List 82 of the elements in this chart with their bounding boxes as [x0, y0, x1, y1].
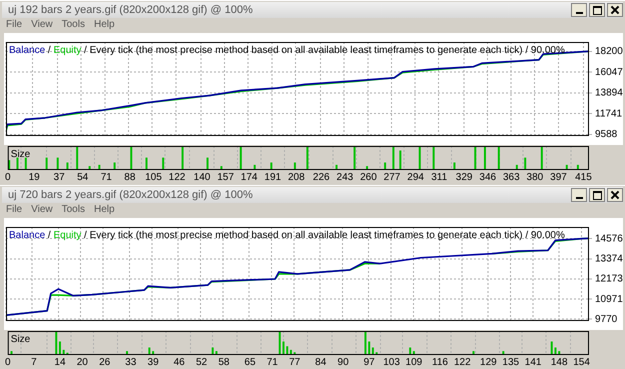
x-tick-label: 0: [5, 356, 11, 368]
x-tick-label: 154: [573, 356, 590, 368]
x-tick-label: 7: [31, 356, 38, 368]
chart-title: Size: [10, 148, 31, 160]
x-tick-label: 415: [575, 172, 592, 183]
x-tick-label: 105: [145, 172, 162, 183]
x-tick-label: 116: [432, 356, 448, 368]
x-tick-label: 90: [338, 356, 350, 368]
x-tick-label: 46: [174, 356, 186, 368]
y-tick-label: 12173: [595, 274, 624, 285]
x-tick-label: 88: [124, 172, 136, 183]
x-tick-label: 97: [364, 356, 376, 368]
x-tick-label: 122: [168, 172, 186, 183]
text: /: [84, 44, 87, 56]
x-tick-label: 135: [502, 356, 520, 368]
x-tick-label: 277: [384, 172, 401, 183]
y-tick-label: 13374: [595, 254, 624, 265]
y-tick-label: 9588: [595, 129, 618, 140]
x-tick-label: 14: [54, 356, 66, 368]
x-tick-label: 71: [100, 172, 112, 183]
text: uj 192 bars 2 years.gif (820x200x128 gif) @ 100%: [8, 4, 254, 16]
text: View: [31, 204, 53, 217]
x-tick-label: 191: [264, 172, 282, 183]
text: View: [31, 19, 53, 32]
x-tick-label: 33: [125, 356, 137, 368]
x-tick-label: 26: [99, 356, 111, 368]
x-tick-label: 363: [502, 172, 520, 183]
chart-title: Every tick (the most precise method based on all available least timeframes to generate each tick) / 90.00%: [90, 230, 565, 241]
x-tick-label: 260: [360, 172, 378, 183]
text: /: [84, 230, 87, 241]
chart-title: Size: [10, 334, 31, 345]
text: Equity: [53, 230, 82, 241]
x-tick-label: 77: [289, 356, 301, 368]
x-tick-label: 103: [383, 356, 400, 368]
text: Balance: [9, 44, 46, 56]
x-tick-label: 140: [194, 172, 211, 183]
x-tick-label: 397: [550, 172, 568, 183]
text: Tools: [62, 204, 85, 217]
y-tick-label: 18200: [595, 46, 624, 58]
annotation: /: [48, 230, 51, 241]
x-tick-label: 109: [406, 356, 423, 368]
x-tick-label: 37: [54, 172, 66, 183]
y-tick-label: 11741: [595, 108, 623, 120]
x-tick-label: 141: [524, 356, 542, 368]
x-tick-label: 294: [407, 172, 424, 183]
x-tick-label: 148: [550, 356, 568, 368]
text: Help: [94, 204, 115, 217]
x-tick-label: 174: [240, 172, 258, 183]
x-tick-label: 329: [456, 172, 473, 183]
x-tick-label: 19: [28, 172, 40, 183]
x-tick-label: 54: [77, 172, 89, 183]
text: Help: [94, 19, 115, 32]
y-tick-label: 9770: [595, 314, 618, 325]
y-tick-label: 14576: [595, 233, 624, 244]
chart-title: Every tick (the most precise method based on all available least timeframes to generate each tick) / 90.00%: [90, 44, 565, 56]
annotation: /: [48, 44, 51, 56]
x-tick-label: 52: [196, 356, 208, 368]
x-tick-label: 20: [76, 356, 88, 368]
text: Balance: [9, 230, 46, 241]
x-tick-label: 39: [148, 356, 160, 368]
x-tick-label: 208: [288, 172, 306, 183]
y-tick-label: 13894: [595, 88, 624, 99]
x-tick-label: 0: [5, 172, 11, 183]
x-tick-label: 346: [479, 172, 497, 183]
x-tick-label: 226: [312, 172, 330, 183]
text: Equity: [53, 44, 82, 56]
x-tick-label: 243: [336, 172, 354, 183]
x-tick-label: 84: [315, 356, 327, 368]
text: File: [6, 19, 22, 32]
x-tick-label: 129: [480, 356, 498, 368]
x-tick-label: 380: [526, 172, 544, 183]
x-tick-label: 157: [217, 172, 234, 183]
x-tick-label: 58: [218, 356, 230, 368]
x-tick-label: 311: [431, 172, 448, 183]
x-tick-label: 122: [454, 356, 472, 368]
x-tick-label: 71: [266, 356, 278, 368]
x-tick-label: 65: [244, 356, 256, 368]
y-tick-label: 10971: [595, 294, 624, 305]
text: uj 720 bars 2 years.gif (820x200x128 gif) @ 100%: [8, 189, 254, 201]
text: File: [6, 204, 22, 217]
text: Tools: [62, 19, 85, 32]
y-tick-label: 16047: [595, 66, 624, 78]
